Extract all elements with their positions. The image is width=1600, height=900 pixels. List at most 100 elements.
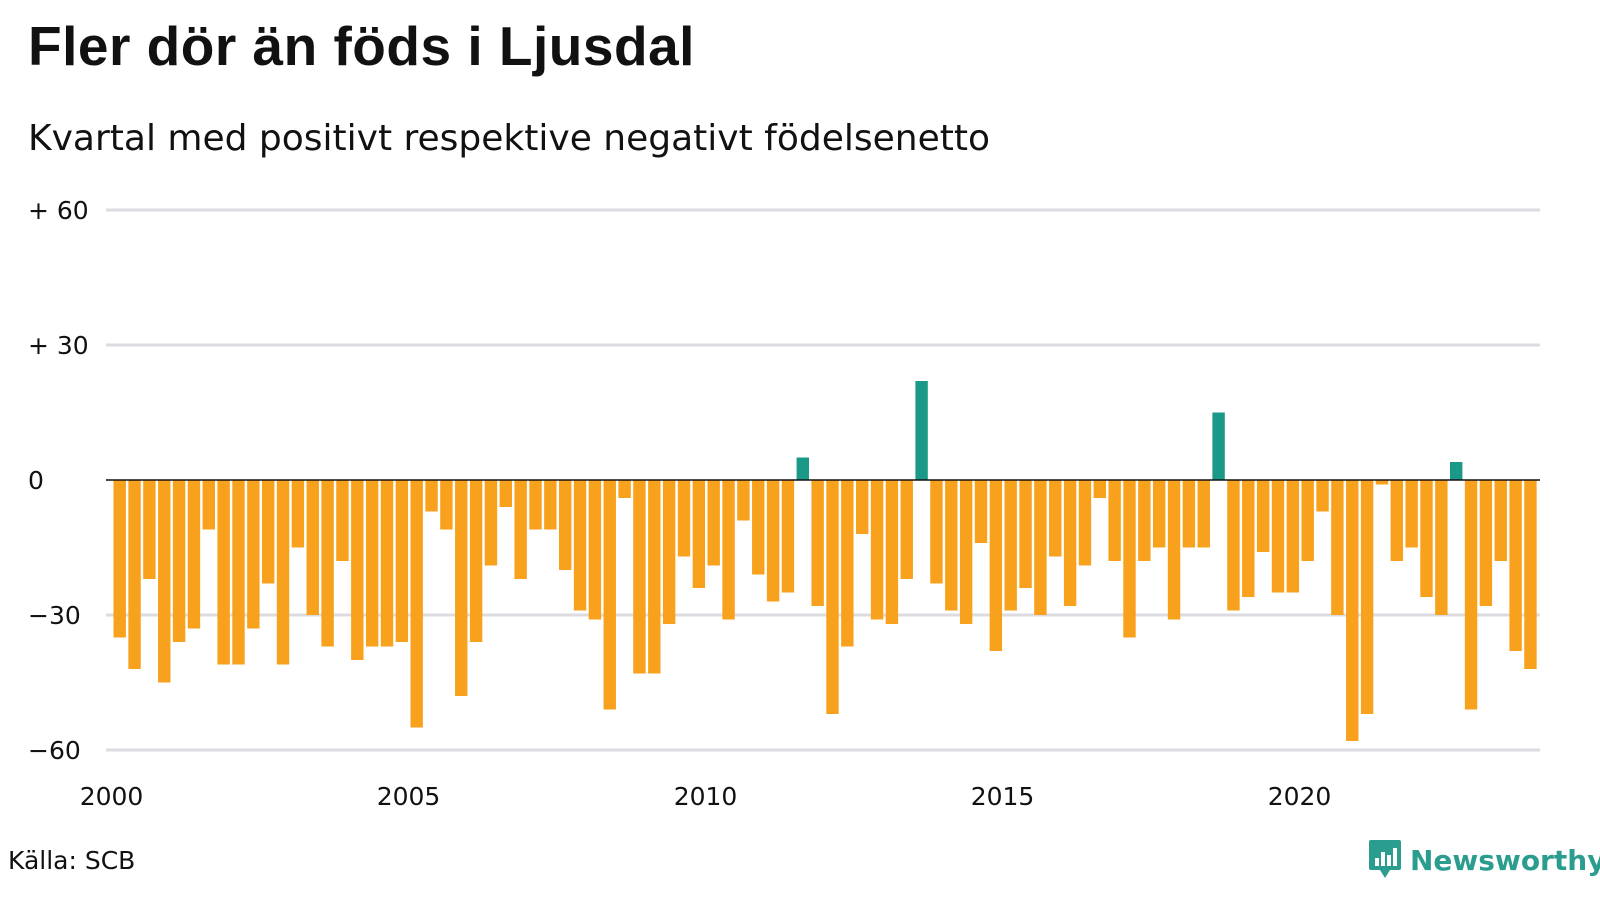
y-tick-label: −60 <box>28 736 81 765</box>
x-tick-label: 2020 <box>1268 782 1332 811</box>
bar <box>158 480 171 683</box>
bar <box>707 480 720 566</box>
bar <box>365 480 379 647</box>
bar <box>1078 480 1092 566</box>
bar <box>262 480 275 584</box>
newsworthy-logo: Newsworthy <box>1368 838 1600 882</box>
bar <box>499 480 512 507</box>
bar <box>1464 480 1478 710</box>
bar <box>321 480 334 647</box>
bar <box>1256 480 1270 552</box>
bar <box>915 381 928 480</box>
bar <box>1093 480 1106 498</box>
bar <box>1524 480 1537 669</box>
bar <box>1123 480 1136 638</box>
bar <box>1331 480 1344 615</box>
bar <box>1242 480 1255 597</box>
bar <box>113 480 126 638</box>
bar <box>291 480 305 548</box>
bar <box>1360 480 1374 714</box>
bar <box>1494 480 1507 561</box>
bar <box>440 480 453 530</box>
bar <box>989 480 1003 651</box>
bar <box>559 480 572 570</box>
bar <box>232 480 245 665</box>
bar <box>811 480 824 606</box>
bar <box>276 480 290 665</box>
bar <box>351 480 364 660</box>
x-tick-label: 2005 <box>377 782 441 811</box>
newsworthy-logo-icon <box>1369 840 1401 878</box>
bar <box>870 480 884 620</box>
bar <box>633 480 646 674</box>
bar <box>1153 480 1166 548</box>
bar <box>856 480 869 534</box>
bar <box>425 480 438 512</box>
bar <box>128 480 141 669</box>
bars <box>113 381 1537 741</box>
x-tick-label: 2010 <box>674 782 738 811</box>
bar <box>1138 480 1151 561</box>
bar <box>306 480 319 615</box>
bar <box>1346 480 1359 741</box>
bar <box>885 480 899 624</box>
y-tick-label: −30 <box>28 601 81 630</box>
bar <box>455 480 468 696</box>
bar-chart: + 60 + 30 0 −30 −60 2000 2005 2010 2015 2020 <box>28 196 1540 811</box>
bar <box>781 480 795 593</box>
y-tick-label: + 30 <box>28 331 89 360</box>
y-tick-label: 0 <box>28 466 44 495</box>
bar <box>1019 480 1032 588</box>
bar <box>1108 480 1121 561</box>
bar <box>648 480 661 674</box>
bar <box>1286 480 1300 593</box>
bar <box>588 480 602 620</box>
bar <box>603 480 616 710</box>
bar <box>900 480 913 579</box>
bar <box>1063 480 1077 606</box>
bar <box>692 480 706 588</box>
bar <box>1316 480 1329 512</box>
bar <box>1375 480 1389 485</box>
bar <box>172 480 186 642</box>
bar <box>1390 480 1403 561</box>
bar <box>573 480 587 611</box>
bar <box>841 480 854 647</box>
bar <box>945 480 958 611</box>
bar <box>247 480 260 629</box>
chart-title: Fler dör än föds i Ljusdal <box>28 15 695 77</box>
bar <box>1509 480 1522 651</box>
bar <box>1227 480 1240 611</box>
bar <box>1420 480 1433 597</box>
source-note: Källa: SCB <box>8 846 136 875</box>
bar <box>1049 480 1062 557</box>
bar <box>796 457 809 480</box>
bar <box>529 480 542 530</box>
bar <box>1435 480 1448 615</box>
y-tick-label: + 60 <box>28 196 89 225</box>
bar <box>930 480 943 584</box>
bar <box>544 480 557 530</box>
bar <box>737 480 750 521</box>
x-tick-label: 2015 <box>971 782 1035 811</box>
bar <box>484 480 498 566</box>
bar <box>1182 480 1196 548</box>
bar <box>752 480 765 575</box>
bar <box>469 480 483 642</box>
bar <box>766 480 780 602</box>
bar <box>662 480 676 624</box>
bar <box>1271 480 1285 593</box>
bar <box>143 480 156 579</box>
bar <box>974 480 988 543</box>
bar <box>1405 480 1418 548</box>
bar <box>410 480 423 728</box>
axes: + 60 + 30 0 −30 −60 2000 2005 2010 2015 2020 <box>28 196 1540 811</box>
bar <box>1004 480 1017 611</box>
bar <box>1034 480 1047 615</box>
bar <box>217 480 230 665</box>
chart-subtitle: Kvartal med positivt respektive negativt… <box>28 118 990 159</box>
bar <box>677 480 691 557</box>
bar <box>514 480 527 579</box>
bar <box>395 480 409 642</box>
bar <box>202 480 215 530</box>
